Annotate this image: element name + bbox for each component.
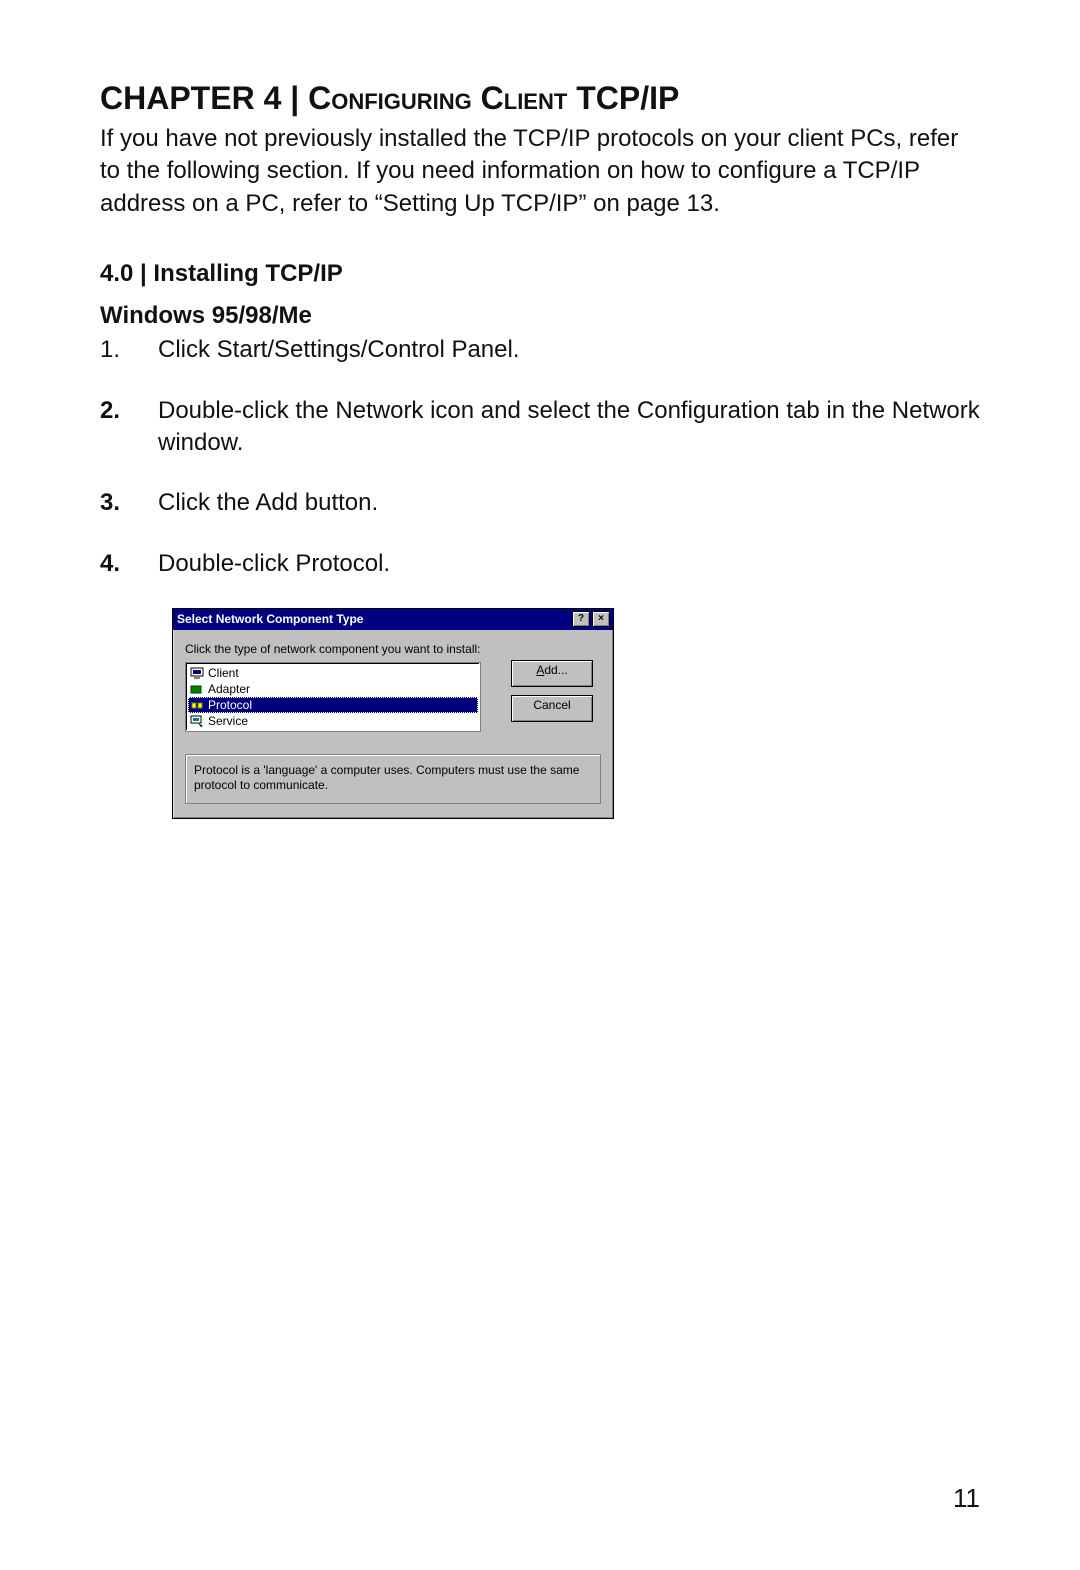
dialog-title: Select Network Component Type: [177, 612, 363, 626]
chapter-title: CHAPTER 4 | Configuring Client TCP/IP: [100, 80, 980, 117]
step-item: 3. Click the Add button.: [100, 487, 980, 519]
step-number: 2.: [100, 395, 158, 460]
list-item-label: Client: [208, 666, 239, 680]
section-heading: 4.0 | Installing TCP/IP: [100, 260, 980, 288]
chapter-prefix: CHAPTER 4 |: [100, 80, 308, 116]
list-item-label: Protocol: [208, 698, 252, 712]
steps-list: 1. Click Start/Settings/Control Panel. 2…: [100, 334, 980, 580]
step-item: 4. Double-click Protocol.: [100, 548, 980, 580]
step-text: Double-click Protocol.: [158, 548, 980, 580]
add-button-rest: dd...: [544, 663, 567, 677]
intro-paragraph: If you have not previously installed the…: [100, 123, 980, 220]
client-icon: [190, 667, 204, 680]
help-button[interactable]: ?: [572, 611, 590, 627]
dialog-titlebar[interactable]: Select Network Component Type ? ×: [173, 609, 613, 630]
list-item-label: Adapter: [208, 682, 250, 696]
step-text: Click the Add button.: [158, 487, 980, 519]
step-text: Double-click the Network icon and select…: [158, 395, 980, 460]
component-listbox[interactable]: Client Adapter Protocol: [185, 662, 481, 732]
service-icon: [190, 715, 204, 728]
step-text: Click Start/Settings/Control Panel.: [158, 334, 980, 366]
step-number: 4.: [100, 548, 158, 580]
list-item-service[interactable]: Service: [188, 713, 478, 729]
document-page: CHAPTER 4 | Configuring Client TCP/IP If…: [0, 0, 1080, 1570]
dialog-instruction: Click the type of network component you …: [185, 642, 497, 656]
embedded-screenshot: Select Network Component Type ? × Click …: [172, 608, 980, 819]
list-item-protocol[interactable]: Protocol: [188, 697, 478, 713]
step-item: 2. Double-click the Network icon and sel…: [100, 395, 980, 460]
dialog-body: Click the type of network component you …: [173, 630, 613, 736]
list-item-adapter[interactable]: Adapter: [188, 681, 478, 697]
dialog-left-pane: Click the type of network component you …: [185, 642, 497, 732]
list-item-label: Service: [208, 714, 248, 728]
chapter-name: Configuring Client TCP/IP: [308, 80, 679, 116]
adapter-icon: [190, 683, 204, 696]
close-button[interactable]: ×: [592, 611, 610, 627]
window-controls: ? ×: [572, 611, 610, 627]
dialog-right-pane: Add... Cancel: [511, 642, 601, 732]
add-button[interactable]: Add...: [511, 660, 593, 687]
dialog-window: Select Network Component Type ? × Click …: [172, 608, 614, 819]
protocol-icon: [190, 699, 204, 712]
list-item-client[interactable]: Client: [188, 665, 478, 681]
step-number: 1.: [100, 334, 158, 366]
step-number: 3.: [100, 487, 158, 519]
os-subheading: Windows 95/98/Me: [100, 302, 980, 330]
cancel-button[interactable]: Cancel: [511, 695, 593, 722]
page-number: 11: [953, 1483, 980, 1514]
dialog-description: Protocol is a 'language' a computer uses…: [185, 754, 601, 804]
step-item: 1. Click Start/Settings/Control Panel.: [100, 334, 980, 366]
